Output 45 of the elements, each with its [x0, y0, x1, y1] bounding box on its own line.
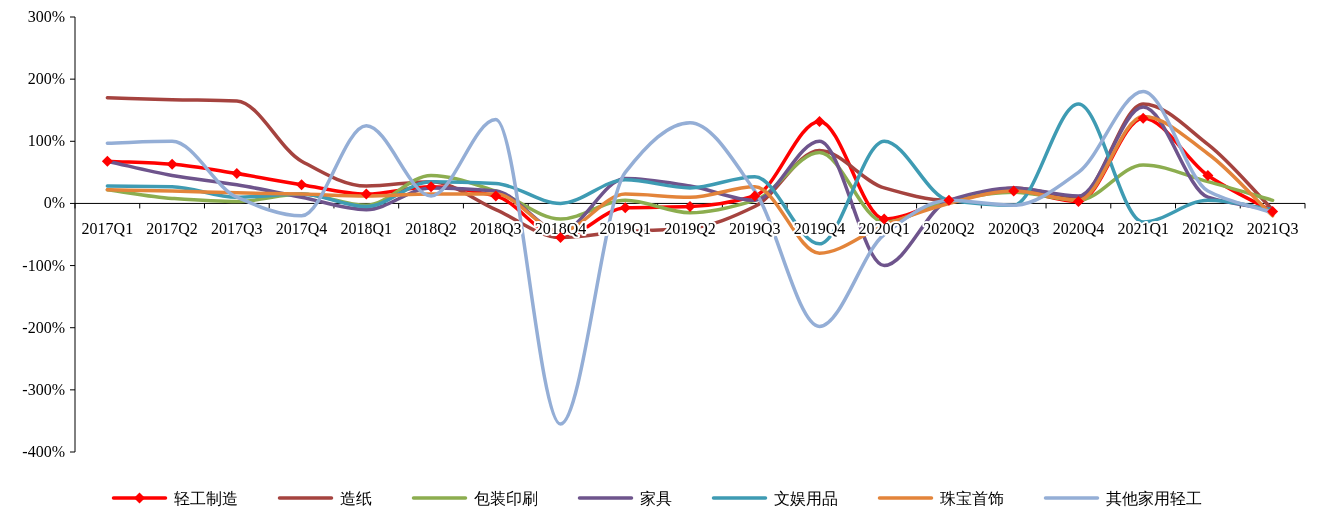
x-tick-label: 2020Q4 — [1052, 220, 1105, 238]
x-tick-label: 2017Q4 — [275, 220, 328, 238]
point — [490, 190, 502, 202]
point — [296, 179, 308, 191]
x-tick-label: 2020Q2 — [923, 220, 975, 238]
point — [231, 168, 243, 180]
legend-label: 家具 — [639, 490, 672, 507]
point — [943, 194, 955, 206]
x-tick-label: 2017Q1 — [81, 220, 134, 238]
point — [749, 190, 761, 202]
y-tick-label: -400% — [22, 443, 65, 460]
x-tick-label: 2018Q1 — [340, 220, 393, 238]
legend-label: 造纸 — [339, 490, 372, 507]
point — [1267, 206, 1279, 218]
x-tick-label: 2017Q3 — [211, 220, 263, 238]
point — [1072, 196, 1084, 208]
x-tick-label: 2021Q1 — [1117, 220, 1169, 238]
point — [1137, 112, 1149, 124]
legend-label: 其他家用轻工 — [1105, 490, 1202, 507]
point — [101, 155, 113, 167]
point — [619, 202, 631, 214]
x-tick-label: 2021Q3 — [1246, 220, 1299, 238]
point — [425, 181, 437, 193]
x-tick-label: 2017Q2 — [146, 220, 198, 238]
legend-label: 文娱用品 — [773, 490, 838, 507]
legend-label: 轻工制造 — [173, 490, 238, 507]
legend-label: 包装印刷 — [473, 490, 538, 507]
point — [166, 158, 178, 170]
x-tick-label: 2018Q2 — [405, 220, 457, 238]
y-tick-label: 0% — [43, 194, 65, 212]
y-tick-label: 200% — [27, 70, 65, 88]
x-tick-label: 2019Q3 — [728, 220, 781, 238]
y-tick-label: 100% — [27, 132, 65, 150]
y-tick-label: 300% — [27, 8, 65, 25]
point — [360, 188, 372, 200]
point — [813, 115, 825, 127]
point — [1008, 185, 1020, 197]
legend-label: 珠宝首饰 — [939, 490, 1004, 507]
x-tick-label: 2021Q2 — [1182, 220, 1234, 238]
x-tick-label: 2020Q3 — [987, 220, 1040, 238]
y-tick-label: -100% — [22, 256, 65, 274]
y-tick-label: -200% — [22, 318, 65, 336]
y-tick-label: -300% — [22, 380, 65, 398]
x-tick-label: 2018Q3 — [470, 220, 522, 238]
point — [1202, 169, 1214, 181]
